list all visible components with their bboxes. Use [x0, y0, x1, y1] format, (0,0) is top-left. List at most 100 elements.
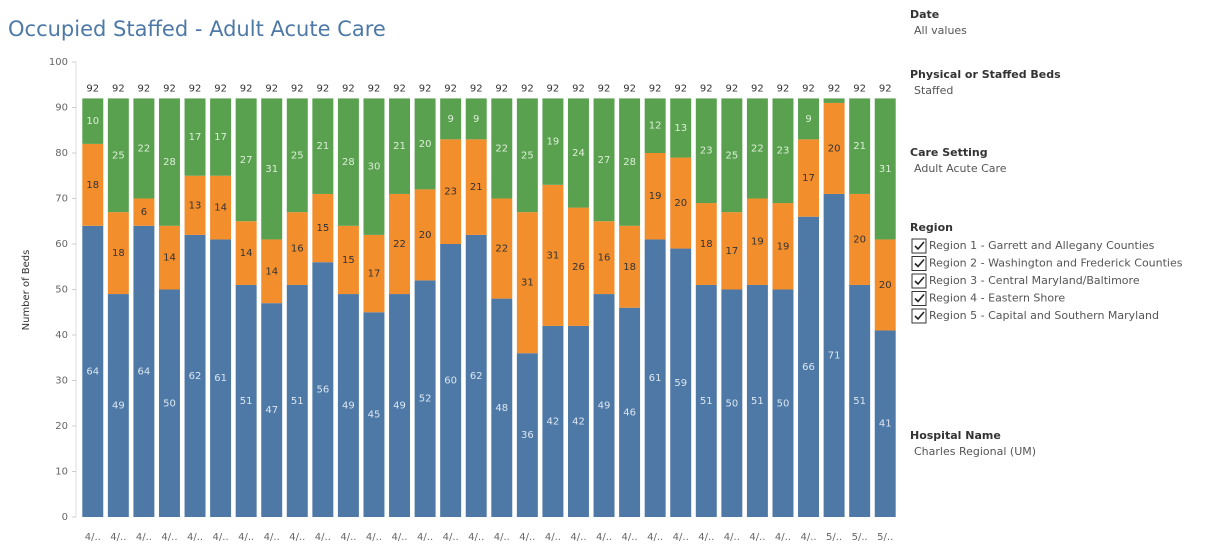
segment-label: 19 — [649, 191, 662, 202]
bar-segment — [644, 153, 666, 240]
total-label: 92 — [316, 83, 329, 94]
checkbox[interactable] — [911, 256, 927, 271]
x-tick-label: 4/.. — [443, 532, 459, 543]
total-label: 92 — [86, 83, 99, 94]
bar-segment — [312, 193, 334, 263]
segment-label: 9 — [473, 114, 479, 125]
bar-segment — [363, 234, 385, 313]
bar-segment — [286, 98, 308, 213]
segment-label: 26 — [572, 262, 585, 273]
segment-label: 62 — [189, 371, 202, 382]
bar-segment — [542, 184, 564, 326]
x-tick-label: 4/.. — [749, 532, 765, 543]
segment-label: 22 — [495, 244, 508, 255]
bar-segment — [440, 98, 462, 140]
filter-value: Adult Acute Care — [914, 162, 1007, 175]
segment-label: 16 — [598, 253, 611, 264]
bar-segment — [593, 221, 615, 295]
x-tick-label: 4/.. — [213, 532, 229, 543]
segment-label: 49 — [342, 401, 355, 412]
filter-option[interactable]: Region 4 - Eastern Shore — [929, 292, 1065, 305]
x-tick-label: 4/.. — [596, 532, 612, 543]
filter-option[interactable]: Region 2 - Washington and Frederick Coun… — [929, 257, 1183, 270]
segment-label: 18 — [623, 262, 636, 273]
bar-segment — [389, 294, 411, 517]
total-label: 92 — [444, 83, 457, 94]
bar-segment — [593, 98, 615, 222]
y-tick-label: 50 — [55, 285, 68, 296]
segment-label: 22 — [751, 143, 764, 154]
bar-segment — [695, 284, 717, 517]
total-label: 92 — [649, 83, 662, 94]
filter-title: Region — [910, 221, 953, 234]
total-label: 92 — [751, 83, 764, 94]
segment-label: 19 — [777, 241, 790, 252]
bar-segment — [849, 98, 871, 194]
segment-label: 49 — [112, 401, 125, 412]
segment-label: 20 — [419, 230, 432, 241]
bar-segment — [133, 225, 155, 518]
bar-segment — [798, 139, 820, 217]
segment-label: 14 — [214, 203, 227, 214]
segment-label: 12 — [649, 121, 662, 132]
x-tick-label: 5/.. — [877, 532, 893, 543]
checkbox[interactable] — [911, 238, 927, 254]
segment-label: 9 — [805, 114, 811, 125]
y-tick-label: 80 — [55, 148, 68, 159]
y-axis-label: Number of Beds — [21, 250, 32, 331]
checkbox[interactable] — [911, 308, 927, 324]
bar-segment — [414, 189, 436, 281]
segment-label: 51 — [700, 396, 713, 407]
segment-label: 59 — [674, 378, 687, 389]
bar-segment — [133, 198, 155, 226]
segment-label: 19 — [751, 237, 764, 248]
segment-label: 21 — [316, 141, 329, 152]
checkbox[interactable] — [911, 273, 927, 289]
bar-segment — [107, 212, 129, 295]
x-tick-label: 4/.. — [622, 532, 638, 543]
bar-segment — [261, 303, 283, 517]
filter-option[interactable]: Region 1 - Garrett and Allegany Counties — [929, 239, 1155, 252]
segment-label: 52 — [419, 394, 432, 405]
segment-label: 17 — [368, 269, 381, 280]
segment-label: 22 — [138, 143, 151, 154]
checkbox[interactable] — [911, 291, 927, 306]
check-mark — [914, 258, 925, 268]
bar-segment — [670, 157, 692, 249]
segment-label: 20 — [419, 139, 432, 150]
bar-segment — [644, 98, 666, 153]
segment-label: 46 — [623, 407, 636, 418]
segment-label: 47 — [265, 405, 278, 416]
bar-segment — [337, 294, 359, 517]
filter-option[interactable]: Region 3 - Central Maryland/Baltimore — [929, 274, 1140, 287]
bar-segment — [261, 239, 283, 304]
bar-segment — [363, 98, 385, 235]
segment-label: 23 — [444, 187, 457, 198]
bar-segment — [874, 330, 896, 517]
segment-label: 21 — [470, 182, 483, 193]
segment-label: 13 — [674, 123, 687, 134]
y-tick-label: 60 — [55, 239, 68, 250]
bar-segment — [389, 193, 411, 295]
total-label: 92 — [112, 83, 125, 94]
filter-title: Hospital Name — [910, 429, 1001, 442]
segment-label: 17 — [189, 132, 202, 143]
x-tick-label: 4/.. — [673, 532, 689, 543]
segment-label: 31 — [265, 164, 278, 175]
segment-label: 9 — [447, 114, 453, 125]
segment-label: 14 — [265, 266, 278, 277]
total-label: 92 — [725, 83, 738, 94]
bar-segment — [670, 248, 692, 518]
segment-label: 21 — [853, 141, 866, 152]
bar-segment — [158, 225, 180, 290]
filter-option[interactable]: Region 5 - Capital and Southern Maryland — [929, 309, 1159, 322]
x-tick-label: 4/.. — [519, 532, 535, 543]
bar-segment — [567, 325, 589, 517]
total-label: 92 — [393, 83, 406, 94]
segment-label: 41 — [879, 419, 892, 430]
filter-value: All values — [914, 24, 967, 37]
segment-label: 28 — [623, 157, 636, 168]
bar-segment — [210, 175, 232, 240]
total-label: 92 — [777, 83, 790, 94]
bar-segment — [491, 198, 513, 299]
